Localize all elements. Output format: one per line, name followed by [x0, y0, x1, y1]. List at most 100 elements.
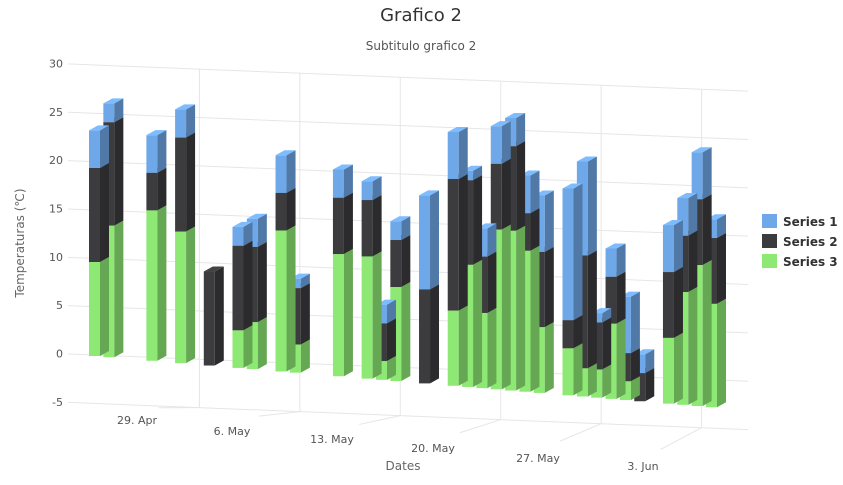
bar-segment-series-3[interactable] [562, 343, 583, 396]
bar-segment-series-2[interactable] [419, 284, 440, 384]
bar-side-face [602, 364, 612, 398]
bar-segment-series-2[interactable] [390, 235, 411, 288]
bar-segment-series-1[interactable] [677, 193, 698, 236]
bar-side-face [401, 282, 411, 382]
bar-segment-series-1[interactable] [562, 183, 583, 321]
bar-segment-series-1[interactable] [89, 125, 109, 168]
bar-side-face [100, 163, 109, 262]
bar-segment-series-3[interactable] [89, 257, 109, 356]
bar-side-face [343, 192, 353, 255]
bar-front-face [691, 152, 703, 200]
bar-side-face [386, 299, 396, 324]
bar-top-face [576, 156, 597, 162]
bar-segment-series-1[interactable] [390, 216, 411, 241]
bar-side-face [487, 307, 497, 389]
bar-front-face [662, 337, 674, 404]
bar-segment-series-1[interactable] [146, 130, 167, 173]
bar-side-face [243, 325, 253, 368]
bar-front-face [605, 248, 617, 277]
x-floor-gridline [660, 427, 702, 450]
bar-side-face [458, 305, 468, 386]
bar-side-face [157, 130, 167, 173]
bar-segment-series-1[interactable] [332, 164, 353, 198]
bar-top-face [361, 176, 382, 182]
bar-front-face [103, 103, 115, 123]
legend-item-series-3[interactable]: Series 3 [762, 254, 838, 269]
bar-side-face [673, 267, 683, 338]
bar-top-face [447, 126, 468, 132]
bar-front-face [146, 210, 158, 361]
bar-segment-series-2[interactable] [203, 266, 224, 366]
bar-segment-series-2[interactable] [662, 267, 683, 338]
bar-side-face [300, 339, 310, 373]
bar-side-face [516, 141, 526, 231]
bar-segment-series-1[interactable] [419, 190, 440, 290]
bar-front-face [232, 330, 244, 368]
bar-side-face [587, 363, 597, 397]
bar-front-face [677, 198, 689, 236]
bar-top-face [605, 243, 626, 249]
legend-swatch [762, 234, 777, 248]
x-tick-label: 6. May [214, 425, 251, 438]
bar-front-face [146, 135, 158, 173]
bar-segment-series-3[interactable] [146, 205, 167, 361]
bar-segment-series-1[interactable] [175, 104, 196, 138]
bar-segment-series-1[interactable] [662, 220, 683, 273]
bar-segment-series-2[interactable] [146, 167, 167, 211]
bar-front-face [419, 289, 431, 384]
bar-side-face [372, 176, 382, 201]
bar-front-face [232, 226, 244, 246]
legend: Series 1 Series 2 Series 3 [762, 214, 838, 269]
bar-segment-series-1[interactable] [361, 176, 382, 201]
bar-side-face [100, 257, 109, 356]
bar-front-face [332, 169, 344, 198]
bar-segment-series-1[interactable] [103, 98, 124, 123]
bar-side-face [530, 245, 540, 392]
bar-segment-series-2[interactable] [490, 158, 511, 230]
bar-segment-series-1[interactable] [232, 221, 253, 246]
bar-segment-series-3[interactable] [332, 249, 353, 377]
bar-segment-series-2[interactable] [89, 163, 109, 262]
bar-segment-series-2[interactable] [361, 195, 382, 257]
bar-side-face [114, 220, 124, 358]
bar-segment-series-1[interactable] [691, 147, 712, 200]
bar-segment-series-2[interactable] [332, 192, 353, 255]
bar-segment-series-1[interactable] [490, 121, 511, 164]
bar-side-face [186, 132, 196, 232]
bar-side-face [702, 260, 712, 407]
legend-item-series-1[interactable]: Series 1 [762, 214, 838, 229]
y-tick-label: 15 [49, 202, 63, 215]
bar-segment-series-2[interactable] [175, 132, 196, 232]
bar-segment-series-2[interactable] [232, 240, 253, 331]
bar-side-face [616, 271, 626, 324]
bar-side-face [630, 376, 640, 401]
bar-front-face [332, 197, 344, 255]
bar-segment-series-1[interactable] [447, 126, 468, 179]
bar-side-face [501, 158, 511, 230]
bar-side-face [458, 126, 468, 179]
bar-front-face [232, 245, 244, 331]
bar-side-face [544, 322, 554, 393]
bar-segment-series-2[interactable] [275, 187, 296, 231]
bar-side-face [243, 240, 253, 331]
x-floor-gridline [559, 423, 602, 442]
bar-segment-series-2[interactable] [447, 173, 468, 311]
bar-side-face [300, 283, 310, 345]
bar-segment-series-3[interactable] [232, 325, 253, 368]
bar-side-face [114, 117, 124, 226]
y-tick-label: 10 [49, 251, 63, 264]
bar-segment-series-3[interactable] [447, 305, 468, 386]
bar-segment-series-1[interactable] [275, 150, 296, 193]
bar-segment-series-3[interactable] [175, 226, 196, 364]
bar-segment-series-3[interactable] [275, 225, 296, 372]
bar-front-face [89, 130, 100, 168]
bar-side-face [630, 291, 640, 354]
bar-side-face [386, 318, 396, 362]
bar-segment-series-1[interactable] [605, 243, 626, 277]
bar-front-face [419, 195, 431, 290]
bar-side-face [473, 165, 483, 181]
bar-segment-series-3[interactable] [662, 332, 683, 404]
bar-segment-series-3[interactable] [361, 251, 382, 379]
legend-item-series-2[interactable]: Series 2 [762, 234, 838, 249]
bar-side-face [214, 266, 224, 366]
